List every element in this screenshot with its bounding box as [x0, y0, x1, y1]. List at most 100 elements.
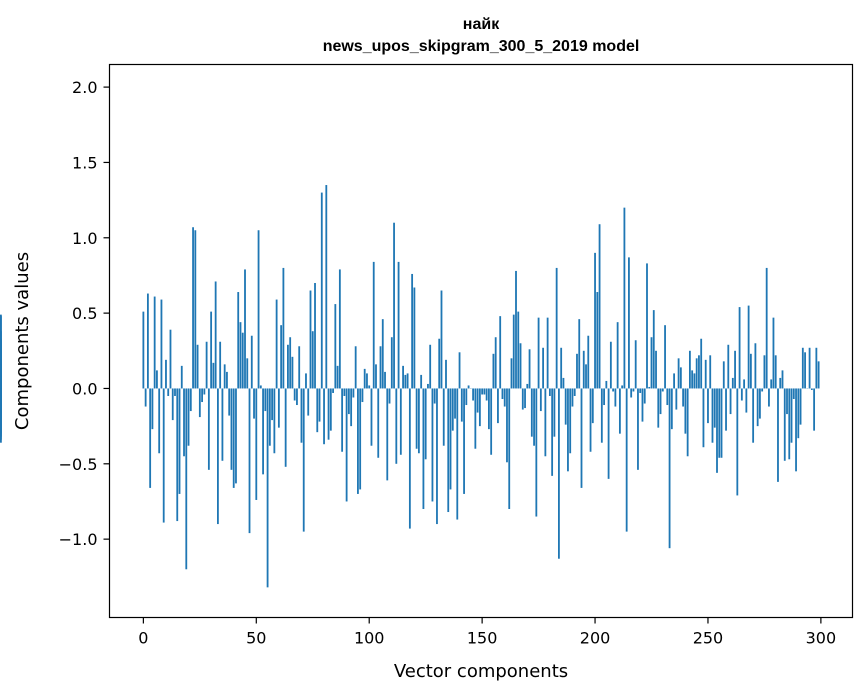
x-tick-label: 300 — [806, 629, 837, 648]
bar — [420, 374, 423, 389]
bar — [786, 388, 788, 415]
bar — [501, 388, 504, 400]
bar — [226, 371, 228, 389]
bar — [445, 359, 447, 389]
bar — [284, 388, 287, 467]
bar — [797, 388, 800, 439]
bar — [589, 388, 592, 452]
bar — [158, 388, 161, 454]
bar — [528, 349, 531, 389]
bar — [537, 317, 540, 389]
bar — [544, 388, 547, 457]
bar — [363, 368, 366, 389]
x-tick-label: 0 — [138, 629, 148, 648]
bar — [684, 388, 687, 434]
bar — [519, 343, 522, 389]
bar — [564, 388, 567, 425]
bar — [497, 388, 499, 424]
bar — [375, 364, 377, 389]
bar — [282, 267, 285, 389]
bar — [151, 388, 154, 430]
bar — [770, 379, 773, 389]
bar — [183, 388, 185, 457]
bar — [449, 388, 452, 490]
bar — [259, 385, 262, 389]
bar — [691, 370, 694, 389]
bar — [316, 388, 319, 433]
bar — [524, 388, 526, 409]
x-tick-label: 50 — [246, 629, 266, 648]
bar — [548, 388, 551, 396]
bar — [600, 388, 603, 443]
bar — [713, 388, 716, 428]
bar — [189, 388, 192, 412]
bar — [196, 344, 199, 389]
bar — [607, 388, 610, 479]
bar — [573, 388, 576, 396]
y-axis-label: Components values — [12, 252, 33, 430]
bar — [149, 388, 152, 488]
bar — [460, 388, 463, 422]
bar — [465, 388, 468, 406]
bar — [815, 347, 818, 389]
bar — [483, 388, 486, 395]
bar — [492, 353, 495, 389]
bar — [431, 388, 434, 502]
bar — [399, 388, 402, 455]
bar — [661, 388, 664, 392]
bar — [494, 337, 497, 389]
x-axis: 0 50 100 150 200 250 300 — [138, 617, 837, 648]
bar — [585, 364, 587, 389]
x-tick-label: 250 — [693, 629, 724, 648]
bar — [675, 388, 678, 410]
bar — [783, 388, 786, 461]
bar — [217, 388, 219, 525]
bar — [781, 370, 784, 389]
bar — [174, 388, 176, 396]
bar — [160, 299, 163, 389]
bar — [228, 388, 231, 416]
bar — [571, 388, 574, 407]
bar — [176, 388, 179, 522]
bar — [320, 192, 323, 389]
bar — [485, 388, 488, 401]
bar — [677, 358, 680, 389]
bar — [598, 224, 601, 389]
bar — [659, 388, 662, 415]
bar — [361, 388, 364, 403]
bar — [244, 269, 246, 389]
bar — [169, 329, 172, 389]
bar — [700, 338, 703, 389]
bar — [472, 388, 474, 401]
bar — [756, 388, 759, 427]
bar — [341, 388, 344, 452]
bar — [808, 347, 811, 389]
bar — [156, 370, 158, 389]
bar — [463, 388, 465, 494]
bar — [576, 353, 578, 389]
bar — [0, 388, 2, 419]
bar — [352, 388, 355, 398]
bar — [533, 388, 535, 446]
bar — [673, 373, 675, 389]
bar — [334, 304, 337, 389]
bar — [731, 377, 734, 389]
bar — [327, 388, 330, 440]
bar — [406, 373, 409, 389]
bar — [810, 388, 813, 390]
bar — [655, 350, 657, 389]
bar — [740, 388, 743, 401]
bar — [192, 227, 194, 389]
bar — [232, 388, 235, 488]
x-tick-label: 200 — [580, 629, 611, 648]
bar — [530, 388, 533, 437]
bar — [512, 314, 515, 389]
bar — [379, 346, 382, 389]
bar — [438, 338, 441, 389]
bar — [693, 373, 696, 389]
bar — [725, 388, 727, 431]
bar — [230, 388, 233, 470]
bar — [289, 337, 292, 389]
bar — [219, 341, 222, 389]
